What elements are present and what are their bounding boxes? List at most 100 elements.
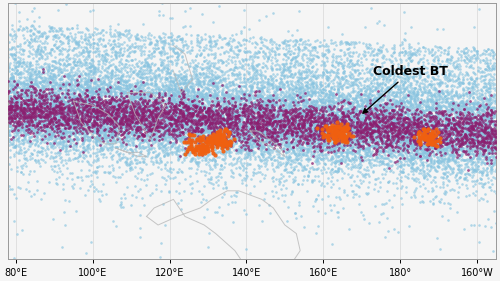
Point	[406, 159, 414, 163]
Point	[25, 98, 33, 103]
Point	[488, 175, 496, 179]
Point	[134, 105, 142, 110]
Point	[289, 176, 297, 181]
Point	[308, 128, 316, 132]
Point	[482, 58, 490, 63]
Point	[109, 33, 117, 38]
Point	[108, 85, 116, 90]
Point	[68, 48, 76, 53]
Point	[364, 100, 372, 105]
Point	[110, 33, 118, 38]
Point	[268, 141, 276, 146]
Point	[40, 118, 48, 123]
Point	[67, 64, 75, 69]
Point	[421, 119, 429, 123]
Point	[246, 140, 254, 144]
Point	[348, 150, 356, 155]
Point	[224, 109, 232, 113]
Point	[52, 118, 60, 123]
Point	[213, 120, 221, 124]
Point	[182, 142, 190, 146]
Point	[194, 94, 202, 99]
Point	[82, 81, 90, 86]
Point	[214, 110, 222, 114]
Point	[306, 121, 314, 126]
Point	[344, 127, 351, 132]
Point	[266, 92, 274, 97]
Point	[123, 133, 131, 137]
Point	[48, 133, 56, 137]
Point	[391, 80, 399, 84]
Point	[290, 108, 298, 112]
Point	[336, 117, 344, 121]
Point	[309, 74, 317, 78]
Point	[464, 109, 471, 114]
Point	[397, 136, 405, 140]
Point	[123, 84, 131, 88]
Point	[48, 102, 56, 107]
Point	[349, 195, 357, 200]
Point	[179, 100, 187, 104]
Point	[192, 81, 200, 86]
Point	[348, 123, 356, 127]
Point	[118, 89, 126, 94]
Point	[217, 131, 225, 136]
Point	[197, 51, 205, 56]
Point	[206, 115, 214, 120]
Point	[416, 108, 424, 113]
Point	[100, 137, 108, 142]
Point	[123, 110, 131, 115]
Point	[272, 135, 280, 140]
Point	[54, 29, 62, 34]
Point	[40, 128, 48, 133]
Point	[304, 172, 312, 177]
Point	[213, 111, 221, 115]
Point	[125, 82, 133, 87]
Point	[332, 160, 340, 164]
Point	[317, 103, 325, 107]
Point	[59, 117, 67, 121]
Point	[334, 154, 342, 158]
Point	[404, 124, 412, 128]
Point	[336, 39, 344, 44]
Point	[344, 50, 351, 55]
Point	[394, 136, 402, 140]
Point	[332, 133, 340, 137]
Point	[263, 117, 271, 121]
Point	[322, 116, 330, 121]
Point	[38, 79, 46, 83]
Point	[480, 139, 488, 143]
Point	[92, 165, 100, 169]
Point	[59, 92, 67, 96]
Point	[447, 117, 455, 121]
Point	[288, 133, 296, 138]
Point	[418, 147, 426, 152]
Point	[21, 89, 29, 94]
Point	[420, 126, 428, 130]
Point	[123, 132, 131, 137]
Point	[236, 173, 244, 177]
Point	[18, 108, 26, 113]
Point	[150, 124, 158, 128]
Point	[293, 103, 301, 108]
Point	[387, 143, 395, 148]
Point	[172, 102, 180, 106]
Point	[266, 114, 274, 118]
Point	[331, 116, 339, 121]
Point	[6, 96, 14, 100]
Point	[484, 123, 492, 127]
Point	[216, 126, 224, 130]
Point	[297, 214, 305, 219]
Point	[480, 148, 488, 152]
Point	[239, 123, 247, 127]
Point	[260, 127, 268, 132]
Point	[451, 144, 459, 149]
Point	[54, 103, 62, 107]
Point	[374, 46, 382, 51]
Point	[262, 116, 270, 121]
Point	[220, 108, 228, 112]
Point	[43, 141, 51, 145]
Point	[454, 115, 462, 120]
Point	[154, 146, 162, 150]
Point	[444, 137, 452, 141]
